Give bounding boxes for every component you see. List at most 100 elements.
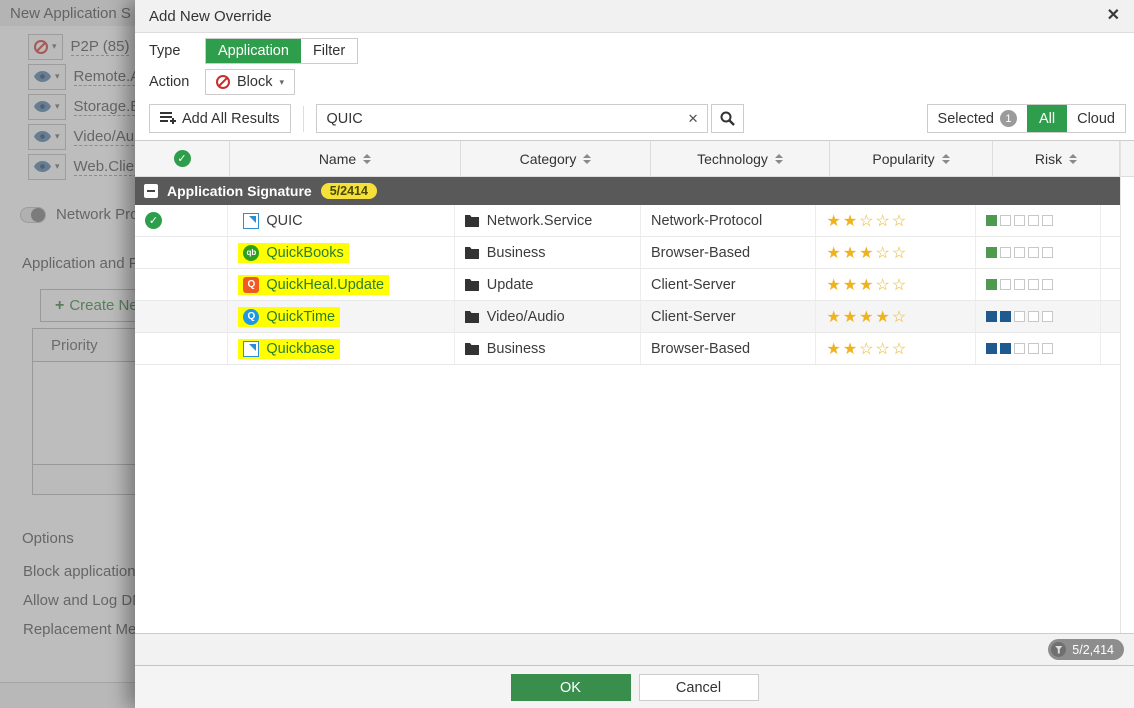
row-popularity-cell: ★★☆☆☆ [816,333,977,364]
filter-count-pill[interactable]: 5/2,414 [1048,639,1124,660]
view-tab-selected[interactable]: Selected 1 [927,105,1027,132]
technology-header-label: Technology [697,150,768,167]
action-row: Action Block ▾ [149,69,295,95]
row-name-cell[interactable]: QUIC [228,205,455,236]
sort-icon [941,153,950,164]
row-gutter-cell [1101,333,1121,364]
collapse-icon[interactable] [144,184,158,198]
application-icon: Q [243,308,260,325]
sort-icon [583,153,592,164]
type-label: Type [149,43,181,59]
view-tab-all[interactable]: All [1026,105,1068,132]
action-label: Action [149,74,190,90]
dialog-title: Add New Override [149,7,272,25]
action-dropdown-button[interactable]: Block ▾ [205,69,295,95]
row-name-cell[interactable]: qb QuickBooks [228,237,455,268]
add-new-override-dialog: Add New Override ✕ Type Application Filt… [135,0,1134,708]
risk-meter [986,215,1054,226]
sort-icon [363,153,372,164]
application-name: QuickHeal.Update [266,276,385,293]
row-name-cell[interactable]: Q QuickTime [228,301,455,332]
application-row[interactable]: ✓ QUIC Network.Service Network-Protocol … [135,205,1121,237]
add-all-results-button[interactable]: Add All Results [149,104,291,133]
chevron-down-icon: ▾ [279,76,284,87]
block-icon [216,75,230,89]
type-option-filter[interactable]: Filter [300,39,358,63]
type-segmented-control: Application Filter [205,38,359,64]
dialog-header: Add New Override ✕ [135,0,1134,33]
type-row: Type Application Filter [149,38,359,64]
row-technology-cell: Client-Server [641,301,817,332]
category-value: Update [486,276,534,293]
row-technology-cell: Client-Server [641,269,817,300]
technology-value: Browser-Based [650,244,751,261]
row-name-cell[interactable]: Quickbase [228,333,455,364]
risk-meter [986,247,1054,258]
search-icon [720,111,735,126]
application-row[interactable]: ✓ Q QuickHeal.Update Update Client-Serve… [135,269,1121,301]
close-icon[interactable]: ✕ [1106,7,1120,24]
add-all-results-label: Add All Results [182,110,280,127]
application-icon [243,212,260,229]
column-header-risk[interactable]: Risk [993,141,1120,176]
row-technology-cell: Browser-Based [641,237,817,268]
application-row[interactable]: ✓ Quickbase Business Browser-Based ★★☆☆☆ [135,333,1121,365]
row-category-cell: Business [455,333,641,364]
risk-meter [986,311,1054,322]
cancel-button[interactable]: Cancel [638,674,759,701]
application-name: Quickbase [266,340,335,357]
row-select-cell[interactable]: ✓ [135,301,229,332]
row-category-cell: Business [455,237,641,268]
row-category-cell: Update [455,269,641,300]
row-popularity-cell: ★★★☆☆ [816,237,977,268]
popularity-stars: ★★★☆☆ [826,244,909,262]
clear-search-icon[interactable]: ✕ [687,111,699,126]
application-icon: Q [243,276,260,293]
application-signature-section-header[interactable]: Application Signature 5/2414 [135,177,1121,205]
application-row[interactable]: ✓ Q QuickTime Video/Audio Client-Server … [135,301,1121,333]
search-input[interactable] [315,104,708,133]
technology-value: Network-Protocol [650,212,763,229]
column-header-select[interactable]: ✓ [135,141,230,176]
column-header-name[interactable]: Name [230,141,461,176]
row-select-cell[interactable]: ✓ [135,237,229,268]
row-select-cell[interactable]: ✓ [135,205,229,236]
row-select-cell[interactable]: ✓ [135,269,229,300]
view-tab-cloud[interactable]: Cloud [1067,105,1125,132]
risk-meter [986,279,1054,290]
type-option-application[interactable]: Application [206,39,301,63]
row-name-cell[interactable]: Q QuickHeal.Update [228,269,455,300]
popularity-stars: ★★☆☆☆ [826,212,909,230]
table-header-row: ✓ Name Category Technology Popularity [135,141,1134,177]
row-risk-cell [976,301,1101,332]
application-name: QUIC [266,212,303,229]
application-icon: qb [243,244,260,261]
column-header-technology[interactable]: Technology [651,141,830,176]
category-value: Business [486,340,546,357]
action-value: Block [237,74,273,90]
modal-dim-overlay [0,0,135,708]
row-gutter-cell [1101,205,1121,236]
row-gutter-cell [1101,237,1121,268]
application-row[interactable]: ✓ qb QuickBooks Business Browser-Based ★… [135,237,1121,269]
dialog-toolbar: Add All Results ✕ Selected 1 All [149,104,1126,133]
selected-count-badge: 1 [999,110,1017,127]
scrollbar-gutter-header [1120,141,1134,176]
ok-button[interactable]: OK [510,674,631,701]
row-risk-cell [976,237,1101,268]
application-name: QuickTime [266,308,336,325]
row-category-cell: Network.Service [455,205,641,236]
section-label: Application Signature [167,183,312,199]
technology-value: Client-Server [650,276,736,293]
name-header-label: Name [318,150,357,167]
popularity-header-label: Popularity [872,150,935,167]
sort-icon [774,153,783,164]
row-select-cell[interactable]: ✓ [135,333,229,364]
column-header-category[interactable]: Category [461,141,651,176]
category-value: Video/Audio [486,308,565,325]
row-technology-cell: Network-Protocol [641,205,817,236]
category-header-label: Category [519,150,577,167]
search-button[interactable] [710,104,744,133]
column-header-popularity[interactable]: Popularity [830,141,993,176]
